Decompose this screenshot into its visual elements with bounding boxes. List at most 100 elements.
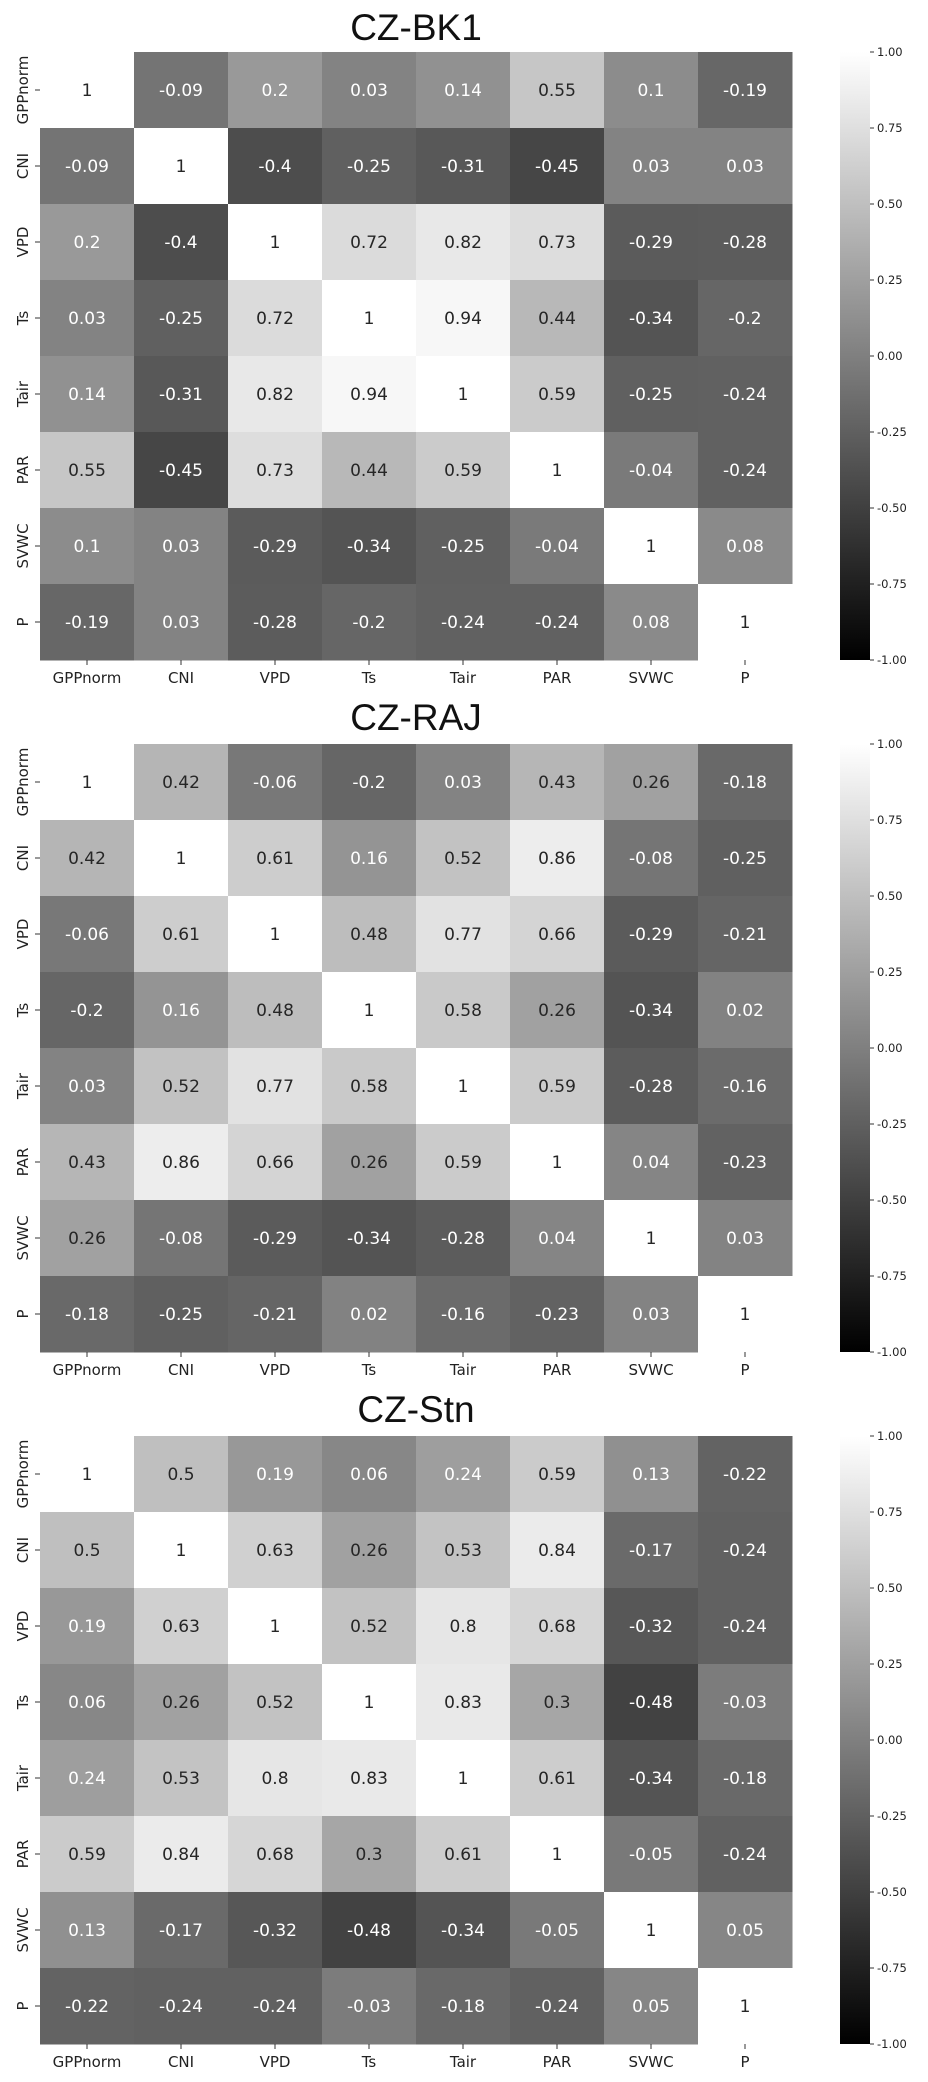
heatmap-cell — [322, 432, 417, 509]
cell-value-label: -0.28 — [629, 1077, 673, 1097]
cell-value-label: 0.04 — [632, 1153, 670, 1173]
cell-value-label: -0.2 — [728, 309, 761, 329]
heatmap-cell — [698, 1892, 793, 1969]
heatmap-cell — [322, 1048, 417, 1125]
cell-value-label: 0.13 — [632, 1465, 670, 1485]
heatmap-cell — [416, 1436, 511, 1513]
cell-value-label: -0.25 — [159, 309, 203, 329]
x-tick-label: Tair — [449, 669, 477, 687]
cell-value-label: 0.02 — [350, 1305, 388, 1325]
panel-title: CZ-Stn — [357, 1389, 474, 1430]
heatmap-cell — [416, 1816, 511, 1893]
heatmap-cell — [510, 1512, 605, 1589]
cell-value-label: 0.1 — [637, 81, 664, 101]
heatmap-cell — [698, 1276, 793, 1353]
cell-value-label: 0.26 — [538, 1001, 576, 1021]
heatmap-cell — [322, 896, 417, 973]
colorbar-tick-label: -0.25 — [877, 1809, 907, 1823]
heatmap-cell — [416, 1276, 511, 1353]
cell-value-label: 0.59 — [444, 461, 482, 481]
heatmap-cell — [322, 1740, 417, 1817]
heatmap-cell — [510, 128, 605, 205]
cell-value-label: 0.53 — [444, 1541, 482, 1561]
x-tick-label: P — [740, 2053, 749, 2071]
heatmap-cell — [134, 744, 229, 821]
heatmap-cell — [698, 972, 793, 1049]
cell-value-label: -0.17 — [159, 1921, 203, 1941]
heatmap-cell — [416, 1664, 511, 1741]
cell-value-label: -0.24 — [535, 1997, 579, 2017]
colorbar-tick-label: 0.25 — [877, 273, 903, 287]
heatmap-cell — [416, 1124, 511, 1201]
x-tick-label: Ts — [361, 2053, 377, 2071]
cell-value-label: -0.19 — [65, 613, 109, 633]
heatmap-cell — [40, 744, 135, 821]
heatmap-cell — [134, 1200, 229, 1277]
heatmap-cell — [322, 128, 417, 205]
heatmap-cell — [698, 1512, 793, 1589]
heatmap-cell — [228, 1276, 323, 1353]
cell-value-label: 0.03 — [162, 613, 200, 633]
cell-value-label: 1 — [364, 1693, 375, 1713]
heatmap-cell — [322, 280, 417, 357]
heatmap-cell — [228, 1588, 323, 1665]
y-tick-label: SVWC — [14, 523, 32, 568]
colorbar-tick-label: 0.50 — [877, 197, 903, 211]
cell-value-label: -0.28 — [723, 233, 767, 253]
cell-value-label: -0.24 — [441, 613, 485, 633]
colorbar-tick-label: -0.75 — [877, 577, 907, 591]
heatmap-cell — [322, 1892, 417, 1969]
heatmap-cell — [228, 280, 323, 357]
heatmap-cell — [228, 1664, 323, 1741]
y-tick-label: CNI — [14, 845, 32, 871]
heatmap-cell — [134, 52, 229, 129]
cell-value-label: 0.84 — [538, 1541, 576, 1561]
heatmap-cell — [134, 584, 229, 661]
y-tick-label: P — [14, 617, 32, 626]
heatmap-cell — [510, 1664, 605, 1741]
cell-value-label: -0.04 — [535, 537, 579, 557]
y-tick-label: CNI — [14, 1537, 32, 1563]
x-tick-label: CNI — [168, 669, 194, 687]
heatmap-cell — [322, 744, 417, 821]
cell-value-label: 0.1 — [73, 537, 100, 557]
cell-value-label: 0.72 — [256, 309, 294, 329]
x-tick-label: VPD — [260, 669, 291, 687]
heatmap-panel-cz-raj: CZ-RAJ 1 0.42 -0.06 -0.2 0.03 0.43 0.26 -0.18 0.4… — [14, 697, 907, 1379]
cell-value-label: 0.44 — [538, 309, 576, 329]
heatmap-cell — [40, 356, 135, 433]
colorbar-tick-label: -0.25 — [877, 425, 907, 439]
heatmap-cell — [604, 280, 699, 357]
cell-value-label: 1 — [740, 613, 751, 633]
cell-value-label: 0.61 — [444, 1845, 482, 1865]
heatmap-cell — [322, 204, 417, 281]
cell-value-label: 0.55 — [538, 81, 576, 101]
heatmap-cell — [510, 584, 605, 661]
colorbar-tick-label: 0.50 — [877, 889, 903, 903]
heatmap-cell — [322, 1200, 417, 1277]
heatmap-cell — [134, 508, 229, 585]
cell-value-label: -0.4 — [164, 233, 197, 253]
heatmap-cell — [322, 52, 417, 129]
heatmap-cell — [228, 52, 323, 129]
cell-value-label: 0.06 — [350, 1465, 388, 1485]
cell-value-label: 0.26 — [632, 773, 670, 793]
heatmap-cell — [228, 432, 323, 509]
y-tick-label: P — [14, 1309, 32, 1318]
cell-value-label: 1 — [740, 1997, 751, 2017]
cell-value-label: -0.17 — [629, 1541, 673, 1561]
cell-value-label: -0.19 — [723, 81, 767, 101]
cell-value-label: -0.48 — [347, 1921, 391, 1941]
cell-value-label: -0.18 — [441, 1997, 485, 2017]
x-tick-label: SVWC — [628, 669, 673, 687]
cell-value-label: 0.68 — [256, 1845, 294, 1865]
heatmap-cell — [604, 1892, 699, 1969]
cell-value-label: -0.34 — [629, 309, 673, 329]
x-tick-label: P — [740, 669, 749, 687]
y-tick-label: Ts — [14, 1695, 32, 1711]
y-tick-label: PAR — [14, 1148, 32, 1177]
cell-value-label: 0.52 — [444, 849, 482, 869]
y-tick-label: CNI — [14, 153, 32, 179]
cell-value-label: 1 — [646, 1229, 657, 1249]
cell-value-label: 1 — [552, 1153, 563, 1173]
